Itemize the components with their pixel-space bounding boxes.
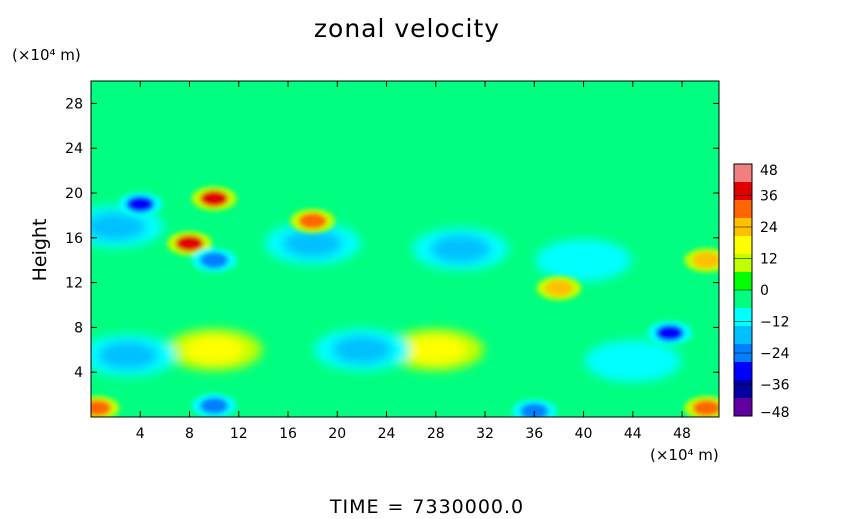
colorbar-segment bbox=[734, 290, 752, 309]
x-axis: 4 8 12 16 20 24 28 32 36 40 44 48 bbox=[136, 81, 691, 442]
colorbar-tick-label: 0 bbox=[760, 283, 769, 299]
field-feature bbox=[126, 196, 155, 213]
y-tick-label: 8 bbox=[74, 320, 83, 336]
colorbar-tick-label: −36 bbox=[760, 378, 790, 394]
field-feature bbox=[282, 229, 343, 258]
time-label: TIME bbox=[329, 496, 380, 518]
colorbar-tick-label: −48 bbox=[760, 405, 790, 421]
colorbar-tick-label: 12 bbox=[760, 252, 778, 268]
colorbar-tick-label: 24 bbox=[760, 220, 778, 236]
colorbar-segment bbox=[734, 326, 752, 345]
time-value: 7330000.0 bbox=[412, 496, 525, 518]
colorbar-tick-label: 48 bbox=[760, 163, 778, 179]
colorbar-tick-label: −24 bbox=[760, 346, 790, 362]
field-feature bbox=[692, 252, 719, 269]
y-tick-label: 4 bbox=[74, 365, 83, 381]
x-tick-label: 16 bbox=[279, 426, 297, 442]
x-tick-label: 32 bbox=[476, 426, 494, 442]
field-feature bbox=[91, 212, 146, 241]
field-detail bbox=[91, 186, 719, 417]
x-tick-label: 4 bbox=[136, 426, 145, 442]
colorbar-segment bbox=[734, 380, 752, 399]
field-feature bbox=[200, 252, 229, 269]
field-feature bbox=[430, 235, 491, 263]
x-tick-label: 44 bbox=[624, 426, 642, 442]
field-feature bbox=[91, 400, 112, 417]
colorbar-segment bbox=[734, 164, 752, 183]
x-tick-label: 8 bbox=[185, 426, 194, 442]
field-feature bbox=[544, 280, 573, 297]
time-equals: = bbox=[387, 496, 405, 518]
y-tick-label: 28 bbox=[65, 96, 83, 112]
x-tick-label: 28 bbox=[427, 426, 445, 442]
y-tick-label: 16 bbox=[65, 231, 83, 247]
y-tick-label: 12 bbox=[65, 276, 83, 292]
field-feature bbox=[553, 246, 614, 275]
field-feature bbox=[200, 190, 229, 207]
x-tick-label: 40 bbox=[575, 426, 593, 442]
chart-title: zonal velocity bbox=[313, 14, 501, 43]
field-feature bbox=[692, 400, 719, 417]
colorbar-tick-label: 36 bbox=[760, 189, 778, 205]
y-tick-label: 24 bbox=[65, 141, 83, 157]
time-footer: TIME = 7330000.0 bbox=[0, 496, 854, 518]
y-tick-label: 20 bbox=[65, 186, 83, 202]
field-feature bbox=[602, 347, 663, 375]
colorbar: 48 36 24 12 0 −12 −24 −36 −48 bbox=[733, 163, 790, 421]
field-feature bbox=[298, 213, 327, 229]
y-axis-unit: (×10⁴ m) bbox=[12, 46, 81, 64]
colorbar-segment bbox=[734, 200, 752, 219]
field-layer bbox=[91, 205, 681, 382]
colorbar-segment bbox=[734, 398, 752, 417]
colorbar-tick-label: −12 bbox=[760, 315, 790, 331]
colorbar-segment bbox=[734, 362, 752, 381]
field-feature bbox=[175, 235, 204, 252]
field-feature bbox=[97, 341, 158, 370]
x-tick-label: 24 bbox=[378, 426, 396, 442]
field-feature bbox=[200, 397, 229, 414]
field-feature bbox=[655, 325, 684, 341]
velocity-field bbox=[91, 81, 719, 417]
field-feature bbox=[184, 335, 245, 364]
field-feature bbox=[405, 335, 466, 364]
colorbar-segment bbox=[734, 272, 752, 291]
x-tick-label: 12 bbox=[230, 426, 248, 442]
x-axis-unit: (×10⁴ m) bbox=[650, 446, 719, 464]
colorbar-segment bbox=[734, 254, 752, 273]
colorbar-segment bbox=[734, 182, 752, 201]
x-tick-label: 48 bbox=[673, 426, 691, 442]
field-feature bbox=[520, 403, 549, 417]
field-feature bbox=[331, 335, 392, 364]
x-tick-label: 36 bbox=[525, 426, 543, 442]
colorbar-segment bbox=[734, 236, 752, 255]
colorbar-segment bbox=[734, 308, 752, 327]
y-axis: 4 8 12 16 20 24 28 bbox=[65, 96, 719, 381]
x-tick-label: 20 bbox=[328, 426, 346, 442]
plot-frame bbox=[90, 80, 720, 418]
